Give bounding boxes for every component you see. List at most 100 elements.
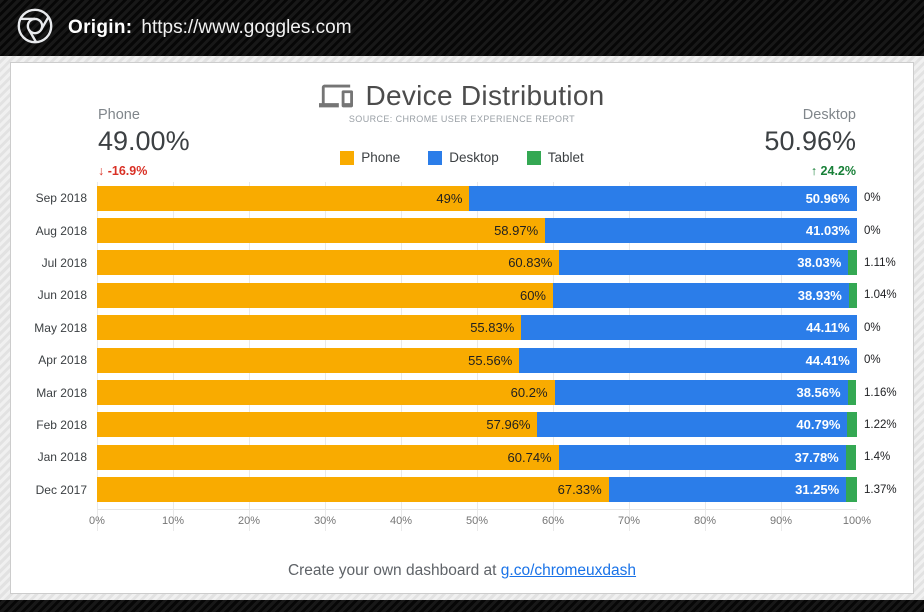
phone-bar-segment[interactable]: 60% — [97, 282, 553, 308]
x-axis-tick-label: 30% — [313, 514, 337, 527]
phone-bar-segment[interactable]: 60.83% — [97, 250, 560, 276]
bar-value-label: 58.97% — [494, 223, 539, 239]
bar-track: 67.33% 31.25% — [97, 477, 857, 503]
devices-icon — [319, 79, 354, 113]
bar-value-label: 57.96% — [486, 417, 531, 433]
tablet-bar-segment[interactable] — [848, 250, 857, 276]
chart-row: Aug 2018 58.97% 41.03% 0% — [11, 214, 913, 246]
x-axis-tick-label: 70% — [617, 514, 641, 527]
legend-label: Phone — [361, 150, 401, 165]
tablet-value-label: 1.04% — [864, 289, 897, 302]
phone-delta: ↓ -16.9% — [98, 164, 190, 178]
page-background: Device Distribution SOURCE: CHROME USER … — [0, 56, 924, 600]
chart-legend: Phone Desktop Tablet — [11, 150, 913, 165]
phone-stat-value: 49.00% — [98, 126, 190, 156]
bar-value-label: 38.03% — [797, 255, 842, 271]
phone-bar-segment[interactable]: 49% — [97, 185, 470, 211]
chart-row: Mar 2018 60.2% 38.56% 1.16% — [11, 376, 913, 408]
chart-row: Sep 2018 49% 50.96% 0% — [11, 182, 913, 214]
legend-item: Tablet — [526, 150, 584, 165]
tablet-value-label: 0% — [864, 354, 881, 367]
chart-row: Feb 2018 57.96% 40.79% 1.22% — [11, 409, 913, 441]
x-axis-tick-label: 0% — [89, 514, 105, 527]
arrow-down-icon: ↓ — [98, 164, 105, 178]
bar-value-label: 31.25% — [795, 482, 840, 498]
row-category-label: Dec 2017 — [35, 482, 87, 497]
tablet-value-label: 1.22% — [864, 418, 897, 431]
tablet-value-label: 0% — [864, 224, 881, 237]
chart-row: Dec 2017 67.33% 31.25% 1.37% — [11, 474, 913, 506]
x-axis-tick-label: 60% — [541, 514, 565, 527]
bar-value-label: 37.78% — [794, 449, 839, 465]
bar-value-label: 55.56% — [468, 352, 513, 368]
phone-bar-segment[interactable]: 60.2% — [97, 380, 555, 406]
tablet-bar-segment[interactable] — [847, 412, 857, 438]
bar-value-label: 41.03% — [805, 223, 850, 239]
origin-url: https://www.goggles.com — [141, 17, 352, 38]
desktop-delta-value: 24.2% — [820, 164, 856, 178]
phone-stat: Phone 49.00% ↓ -16.9% — [98, 107, 190, 178]
desktop-bar-segment[interactable]: 50.96% — [469, 185, 857, 211]
bar-value-label: 49% — [436, 190, 463, 206]
bar-value-label: 67.33% — [557, 482, 602, 498]
x-axis-tick-label: 40% — [389, 514, 413, 527]
desktop-bar-segment[interactable]: 31.25% — [608, 477, 847, 503]
phone-bar-segment[interactable]: 60.74% — [97, 444, 559, 470]
desktop-bar-segment[interactable]: 38.03% — [559, 250, 849, 276]
dashboard-link[interactable]: g.co/chromeuxdash — [500, 562, 637, 579]
phone-bar-segment[interactable]: 55.83% — [97, 315, 522, 341]
row-category-label: Mar 2018 — [36, 385, 87, 400]
phone-bar-segment[interactable]: 57.96% — [97, 412, 538, 438]
chart-row: Apr 2018 55.56% 44.41% 0% — [11, 344, 913, 376]
desktop-bar-segment[interactable]: 44.11% — [521, 315, 857, 341]
phone-bar-segment[interactable]: 55.56% — [97, 347, 520, 373]
bar-track: 49% 50.96% — [97, 185, 857, 211]
row-category-label: Feb 2018 — [36, 417, 87, 432]
footer-text: Create your own dashboard at — [287, 562, 501, 579]
x-axis-tick-label: 90% — [769, 514, 793, 527]
desktop-bar-segment[interactable]: 40.79% — [537, 412, 848, 438]
x-axis: 0% 10% 20% 30% 40% 50% 60% 70% 80% 90% 100% — [89, 508, 871, 531]
bar-track: 60% 38.93% — [97, 282, 857, 308]
bar-track: 60.2% 38.56% — [97, 380, 857, 406]
bar-chart: Sep 2018 49% 50.96% 0% Aug 2018 58.97% 41.03% 0… — [11, 182, 913, 531]
row-category-label: Jun 2018 — [37, 288, 87, 303]
tablet-bar-segment[interactable] — [847, 380, 857, 406]
footer-note: Create your own dashboard at g.co/chrome… — [11, 562, 913, 580]
row-category-label: Jul 2018 — [41, 255, 87, 270]
phone-bar-segment[interactable]: 67.33% — [97, 477, 609, 503]
tablet-value-label: 0% — [864, 192, 881, 205]
row-category-label: Jan 2018 — [37, 450, 87, 465]
x-axis-tick-label: 50% — [465, 514, 489, 527]
desktop-bar-segment[interactable]: 38.93% — [553, 282, 849, 308]
bar-track: 60.83% 38.03% — [97, 250, 857, 276]
chrome-logo-icon — [16, 7, 54, 50]
desktop-bar-segment[interactable]: 44.41% — [519, 347, 857, 373]
x-axis-tick-label: 80% — [693, 514, 717, 527]
tablet-bar-segment[interactable] — [848, 282, 857, 308]
origin-header-bar: Origin: https://www.goggles.com — [0, 0, 924, 56]
tablet-bar-segment[interactable] — [845, 444, 857, 470]
desktop-bar-segment[interactable]: 37.78% — [558, 444, 846, 470]
bar-value-label: 50.96% — [805, 190, 850, 206]
phone-stat-label: Phone — [98, 107, 140, 123]
phone-bar-segment[interactable]: 58.97% — [97, 218, 546, 244]
desktop-bar-segment[interactable]: 41.03% — [545, 218, 857, 244]
bar-value-label: 60.83% — [508, 255, 553, 271]
page-title: Device Distribution — [365, 80, 605, 111]
phone-delta-value: -16.9% — [107, 164, 148, 178]
bar-track: 55.56% 44.41% — [97, 347, 857, 373]
chart-row: Jul 2018 60.83% 38.03% 1.11% — [11, 247, 913, 279]
row-category-label: Sep 2018 — [35, 191, 87, 206]
legend-swatch — [428, 150, 443, 165]
arrow-up-icon: ↑ — [810, 164, 818, 178]
tablet-bar-segment[interactable] — [846, 477, 857, 503]
bar-track: 58.97% 41.03% — [97, 218, 857, 244]
x-axis-tick-label: 20% — [237, 514, 261, 527]
desktop-bar-segment[interactable]: 38.56% — [554, 380, 848, 406]
desktop-delta: ↑ 24.2% — [764, 164, 856, 178]
bar-track: 55.83% 44.11% — [97, 315, 857, 341]
legend-item: Phone — [340, 150, 400, 165]
row-category-label: May 2018 — [34, 320, 87, 335]
bar-value-label: 38.93% — [797, 287, 842, 303]
